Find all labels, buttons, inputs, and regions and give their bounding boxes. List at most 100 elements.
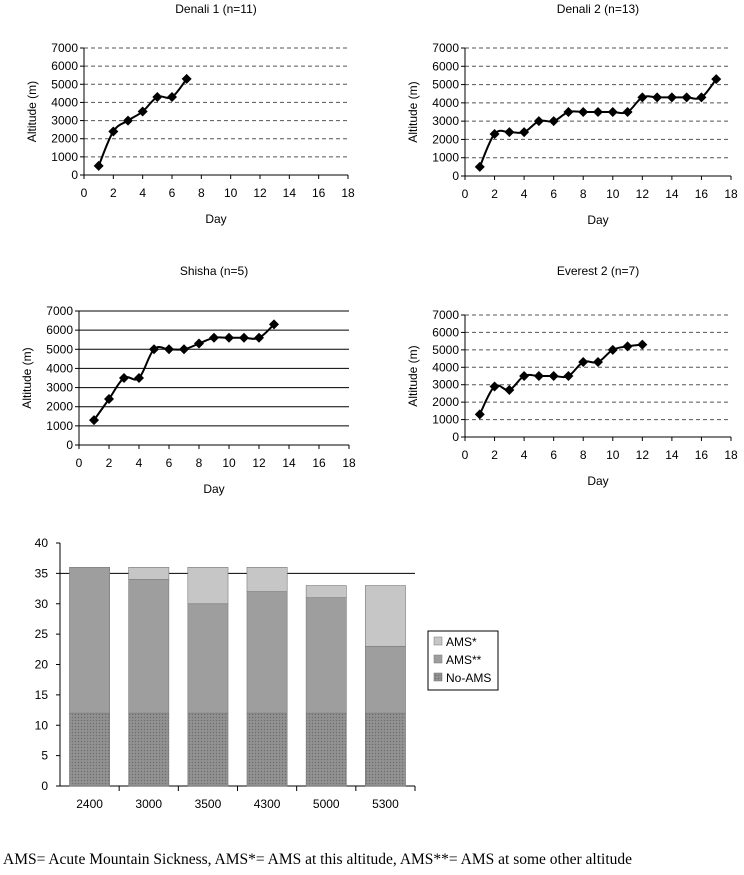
x-tick-label: 18 bbox=[341, 186, 355, 200]
bar-segment-ams bbox=[128, 566, 170, 580]
y-tick-label: 5 bbox=[41, 749, 48, 763]
y-axis-label: Altitude (m) bbox=[406, 81, 420, 142]
x-tick-label: 3500 bbox=[195, 797, 222, 811]
y-tick-label: 7000 bbox=[432, 41, 459, 55]
line-chart-2: Denali 2 (n=13) 0 1000 2000 3000 4000 5000 6000… bbox=[406, 2, 738, 227]
data-point bbox=[224, 332, 234, 343]
x-axis-label: Day bbox=[203, 482, 224, 496]
y-tick-label: 7000 bbox=[51, 41, 78, 55]
y-tick-label: 6000 bbox=[432, 325, 459, 339]
x-tick-label: 2 bbox=[106, 456, 113, 470]
y-tick-label: 1000 bbox=[51, 150, 78, 164]
y-tick-label: 10 bbox=[35, 718, 49, 732]
x-tick-label: 5000 bbox=[313, 797, 340, 811]
x-tick-label: 0 bbox=[81, 186, 88, 200]
data-point bbox=[533, 371, 544, 381]
bar-segment-ams bbox=[364, 645, 406, 714]
data-point bbox=[209, 332, 219, 343]
x-tick-label: 4 bbox=[521, 448, 528, 462]
line-chart-4: Everest 2 (n=7) 0 1000 2000 3000 4000 5000 6000… bbox=[406, 264, 738, 488]
bar-segment-no-ams bbox=[187, 712, 229, 787]
y-tick-label: 4000 bbox=[51, 95, 78, 109]
series-line bbox=[478, 78, 718, 168]
legend-label: AMS* bbox=[446, 635, 477, 649]
y-tick-label: 3000 bbox=[432, 378, 459, 392]
x-tick-label: 8 bbox=[198, 186, 205, 200]
legend-label: AMS** bbox=[446, 653, 482, 667]
line-chart-3: Shisha (n=5) 0 1000 2000 3000 4000 5000 6000 700… bbox=[20, 264, 356, 496]
x-tick-label: 18 bbox=[342, 456, 356, 470]
y-tick-label: 6000 bbox=[432, 59, 459, 73]
data-point bbox=[164, 344, 174, 355]
data-point bbox=[194, 338, 204, 349]
y-tick-label: 7000 bbox=[432, 308, 459, 322]
x-tick-label: 6 bbox=[550, 448, 557, 462]
data-point bbox=[489, 381, 500, 392]
y-tick-label: 0 bbox=[66, 438, 73, 452]
x-tick-label: 8 bbox=[580, 448, 587, 462]
y-axis-label: Altitude (m) bbox=[406, 345, 420, 406]
y-axis-label: Altitude (m) bbox=[20, 347, 34, 408]
data-point bbox=[563, 107, 574, 117]
data-point bbox=[593, 357, 603, 368]
x-tick-label: 2 bbox=[110, 186, 117, 200]
x-tick-label: 14 bbox=[283, 186, 297, 200]
legend-swatch bbox=[433, 654, 443, 664]
data-point bbox=[637, 92, 648, 103]
y-tick-label: 7000 bbox=[46, 304, 73, 318]
data-point bbox=[622, 341, 633, 352]
y-tick-label: 0 bbox=[452, 430, 459, 444]
x-tick-label: 2 bbox=[491, 187, 498, 201]
x-tick-label: 4300 bbox=[254, 797, 281, 811]
x-tick-label: 8 bbox=[196, 456, 203, 470]
data-point bbox=[666, 92, 677, 103]
x-tick-label: 14 bbox=[665, 448, 679, 462]
data-point bbox=[152, 91, 163, 102]
data-point bbox=[254, 332, 264, 343]
x-tick-label: 3000 bbox=[135, 797, 162, 811]
data-point bbox=[167, 91, 177, 102]
x-tick-label: 8 bbox=[580, 187, 587, 201]
data-point bbox=[239, 332, 249, 343]
y-tick-label: 3000 bbox=[51, 114, 78, 128]
y-tick-label: 20 bbox=[35, 658, 49, 672]
y-tick-label: 4000 bbox=[432, 96, 459, 110]
x-tick-label: 0 bbox=[76, 456, 83, 470]
series-line bbox=[97, 78, 188, 167]
x-tick-label: 12 bbox=[252, 456, 266, 470]
data-point bbox=[179, 344, 189, 355]
bar-segment-ams bbox=[187, 566, 229, 605]
data-point bbox=[504, 384, 515, 395]
x-tick-label: 16 bbox=[312, 456, 326, 470]
data-point bbox=[89, 415, 99, 426]
bar-segment-ams bbox=[305, 585, 347, 598]
x-tick-label: 16 bbox=[312, 186, 326, 200]
x-tick-label: 2400 bbox=[76, 797, 103, 811]
x-tick-label: 18 bbox=[724, 187, 738, 201]
y-tick-label: 2000 bbox=[432, 395, 459, 409]
y-tick-label: 2000 bbox=[51, 132, 78, 146]
data-point bbox=[119, 373, 129, 383]
data-point bbox=[519, 371, 530, 381]
x-tick-label: 18 bbox=[724, 448, 738, 462]
y-tick-label: 5000 bbox=[432, 343, 459, 357]
y-tick-label: 3000 bbox=[432, 114, 459, 128]
x-tick-label: 0 bbox=[462, 187, 469, 201]
y-tick-label: 3000 bbox=[46, 381, 73, 395]
y-tick-label: 15 bbox=[35, 688, 49, 702]
y-tick-label: 0 bbox=[71, 168, 78, 182]
figure-caption: AMS= Acute Mountain Sickness, AMS*= AMS … bbox=[3, 851, 633, 868]
stacked-bar-chart: 0 5 10 15 20 25 30 35 40 2400 3000 3500 4300 5000 5300… bbox=[35, 536, 499, 811]
x-tick-label: 6 bbox=[550, 187, 557, 201]
y-tick-label: 4000 bbox=[46, 361, 73, 375]
x-tick-label: 5300 bbox=[372, 797, 399, 811]
data-point bbox=[622, 107, 633, 117]
data-point bbox=[593, 107, 603, 117]
legend-swatch bbox=[433, 672, 443, 682]
x-tick-label: 16 bbox=[695, 448, 709, 462]
x-tick-label: 12 bbox=[636, 448, 650, 462]
y-axis-label: Altitude (m) bbox=[25, 81, 39, 142]
data-point bbox=[681, 92, 692, 103]
y-tick-label: 6000 bbox=[46, 323, 73, 337]
chart-title: Denali 2 (n=13) bbox=[557, 2, 639, 16]
